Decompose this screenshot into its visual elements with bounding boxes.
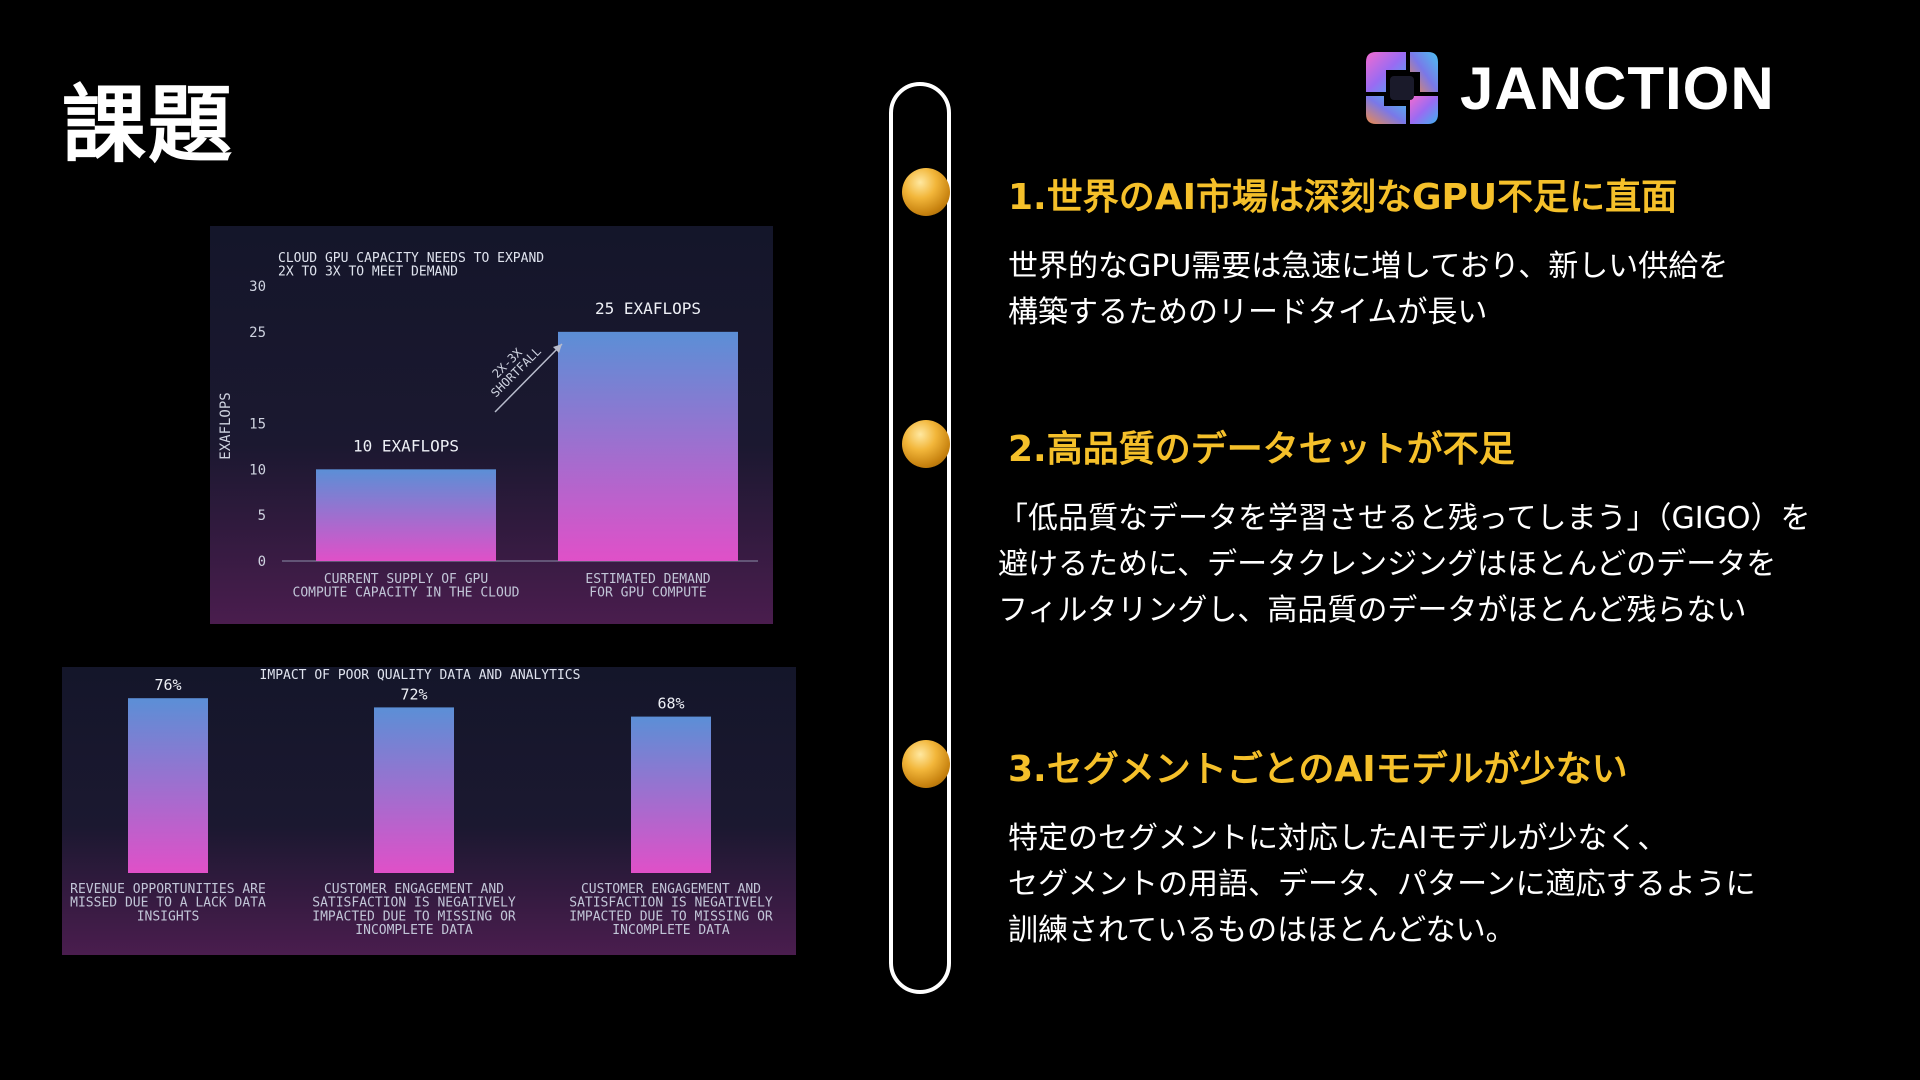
section-3-line-2: セグメントの用語、データ、パターンに適応するように [1008,867,1756,902]
chart2-title: IMPACT OF POOR QUALITY DATA AND ANALYTIC… [260,668,581,683]
chart1-title: CLOUD GPU CAPACITY NEEDS TO EXPAND 2X TO … [278,251,544,280]
chart1-category-label: CURRENT SUPPLY OF GPU COMPUTE CAPACITY IN… [293,572,520,601]
chart1-shortfall-arrow [494,343,563,413]
chart1-ytick: 10 [249,462,266,478]
section-3-line-3: 訓練されているものはほとんどない。 [1008,913,1516,948]
chart2-category-label: REVENUE OPPORTUNITIES ARE MISSED DUE TO A… [70,882,266,924]
chart1-arrow-head [553,344,562,353]
chart1-data-label: 25 EXAFLOPS [595,299,701,318]
section-2-body: 「低品質なデータを学習させると残ってしまう」（GIGO）を 避けるために、データ… [998,496,1810,634]
chart2-data-label: 76% [154,676,181,694]
chart2-data-label: 68% [657,695,684,713]
chart2-category-label: CUSTOMER ENGAGEMENT AND SATISFACTION IS N… [569,882,773,938]
chart2-bar [128,698,208,873]
section-2-heading: 2.高品質のデータセットが不足 [1008,429,1515,470]
timeline-dot-3 [902,740,950,788]
section-3-body: 特定のセグメントに対応したAIモデルが少なく、 セグメントの用語、データ、パター… [1008,816,1756,954]
chart1-bar [558,331,738,561]
janction-logo: JANCTION [1362,48,1775,128]
section-3-heading: 3.セグメントごとのAIモデルが少ない [1008,749,1628,790]
section-1-line-1: 世界的なGPU需要は急速に増しており、新しい供給を [1008,249,1729,284]
chart1-ytick: 25 [249,325,266,341]
chart1-ytick: 0 [258,554,266,570]
section-2-line-1: 「低品質なデータを学習させると残ってしまう」（GIGO）を [998,501,1811,536]
chart2-bar [374,707,454,873]
slide-title: 課題 [62,76,235,174]
chart1-annotation: 2X-3XSHORTFALL [479,335,544,400]
timeline-dot-1 [902,168,950,216]
timeline-dot-2 [902,420,950,468]
chart2-category-label: CUSTOMER ENGAGEMENT AND SATISFACTION IS N… [312,882,516,938]
logo-text: JANCTION [1460,54,1775,122]
data-quality-chart: IMPACT OF POOR QUALITY DATA AND ANALYTIC… [62,667,796,955]
section-2-line-2: 避けるために、データクレンジングはほとんどのデータを [998,547,1777,582]
chart1-category-label: ESTIMATED DEMAND FOR GPU COMPUTE [585,572,710,601]
section-1-heading: 1.世界のAI市場は深刻なGPU不足に直面 [1008,177,1678,218]
chart1-data-label: 10 EXAFLOPS [353,436,459,455]
chart1-ytick: 30 [249,279,266,295]
section-2-line-3: フィルタリングし、高品質のデータがほとんど残らない [998,593,1747,628]
chart2-bar [631,716,711,873]
chart1-bar [316,469,496,561]
janction-logo-icon [1366,52,1438,124]
chart1-ylabel: EXAFLOPS [218,392,234,459]
chart1-ytick: 15 [249,417,266,433]
chart2-data-label: 72% [400,685,427,703]
section-3-line-1: 特定のセグメントに対応したAIモデルが少なく、 [1008,821,1668,856]
gpu-capacity-chart: CLOUD GPU CAPACITY NEEDS TO EXPAND 2X TO … [210,226,773,624]
section-1-line-2: 構築するためのリードタイムが長い [1008,295,1488,330]
section-1-body: 世界的なGPU需要は急速に増しており、新しい供給を 構築するためのリードタイムが… [1008,244,1728,336]
timeline-bar [889,82,951,994]
chart1-ytick: 5 [258,508,266,524]
